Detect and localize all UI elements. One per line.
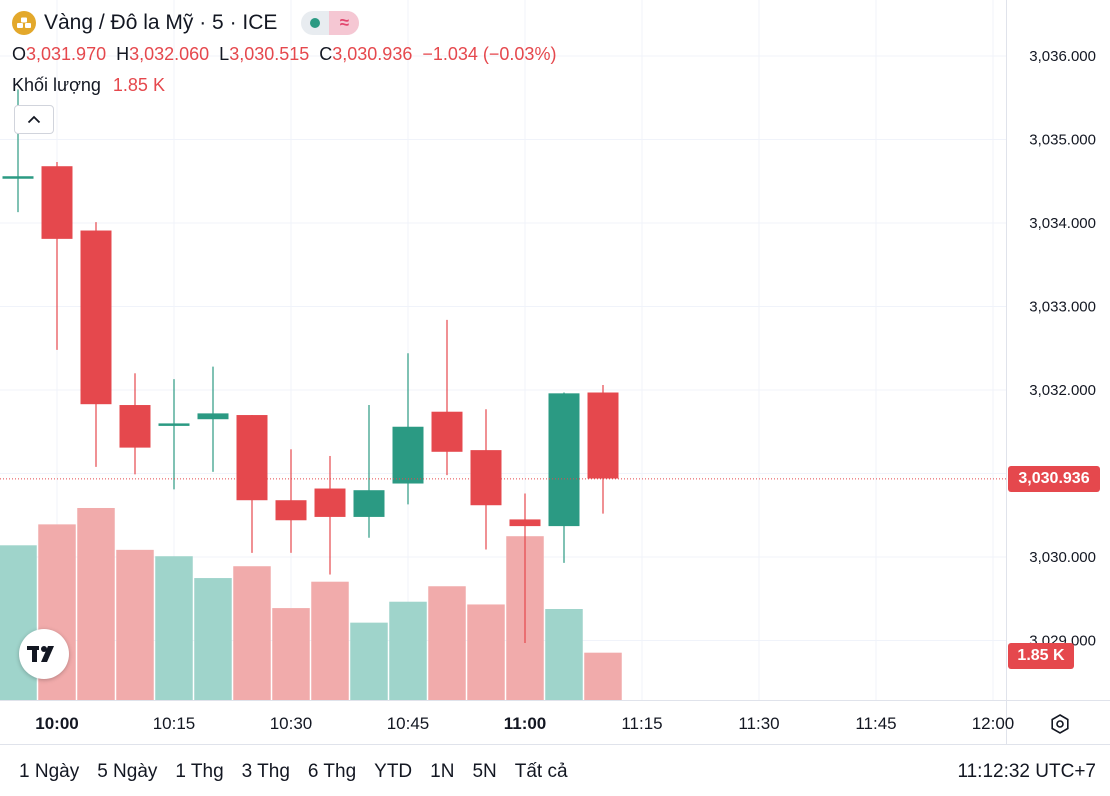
market-open-dot-icon [301,18,329,28]
chevron-up-icon [27,115,41,124]
candle-body [275,500,307,521]
candle-body [509,519,541,527]
range-button[interactable]: YTD [374,761,413,782]
date-range-selector: 1 Ngày 5 Ngày 1 Thg 3 Thg 6 Thg YTD 1N 5N Tất cả [10,761,577,783]
volume-bar [272,608,310,700]
range-button[interactable]: Tất cả [514,761,568,782]
high-label: H [116,43,130,64]
open-label: O [12,43,27,64]
x-tick-label: 10:45 [387,714,430,733]
close-value: 3,030.936 [332,43,413,64]
x-tick-label: 10:15 [153,714,196,733]
market-status-pill[interactable]: ≈ [301,11,360,35]
low-label: L [219,43,230,64]
x-tick-label: 10:30 [270,714,313,733]
range-button[interactable]: 1 Ngày [19,761,80,782]
volume-bar [428,586,466,700]
candle-body [119,405,151,448]
y-tick-label: 3,030.000 [1029,549,1096,566]
y-tick-label: 3,033.000 [1029,299,1096,316]
candle-body [470,450,502,506]
bottom-toolbar: 1 Ngày 5 Ngày 1 Thg 3 Thg 6 Thg YTD 1N 5N Tất cả… [0,744,1110,796]
volume-bar [155,556,193,700]
range-button[interactable]: 1N [430,761,455,782]
candle-body [431,411,463,452]
x-tick-label: 11:00 [504,714,547,733]
range-button[interactable]: 1 Thg [175,761,224,782]
candle-body [392,426,424,484]
candle-body [353,490,385,517]
volume-bar [545,609,583,700]
volume-bar [194,578,232,700]
y-tick-label: 3,035.000 [1029,132,1096,149]
ohlc-values: O3,031.970 H3,032.060 L3,030.515 C3,030.… [12,42,556,66]
candle-body [2,176,34,179]
settings-gear-icon[interactable] [1047,711,1073,737]
volume-legend[interactable]: Khối lượng 1.85 K [12,73,556,97]
candle-body [314,488,346,517]
volume-bar [350,622,388,700]
range-button[interactable]: 3 Thg [241,761,290,782]
collapse-legend-button[interactable] [14,105,54,134]
x-tick-label: 11:30 [738,714,779,733]
chart-legend: Vàng / Đô la Mỹ · 5 · ICE ≈ O3,031.970 H… [12,10,556,97]
candle-body [587,392,619,479]
volume-bar [584,652,622,700]
candle-body [236,415,268,501]
candle-body [80,230,112,405]
gold-bars-icon [12,11,36,35]
last-price-tag: 3,030.936 [1008,465,1100,492]
low-value: 3,030.515 [229,43,310,64]
high-value: 3,032.060 [129,43,210,64]
tradingview-logo-icon[interactable] [19,629,69,679]
symbol-title[interactable]: Vàng / Đô la Mỹ · 5 · ICE [44,11,278,34]
x-tick-label: 11:15 [621,714,662,733]
range-button[interactable]: 6 Thg [307,761,357,782]
y-tick-label: 3,036.000 [1029,48,1096,65]
volume-value: 1.85 K [112,74,165,95]
candle-body [41,166,73,239]
chart-canvas[interactable]: 3,036.000 3,035.000 3,034.000 3,033.000 3,03… [0,0,1110,744]
volume-bar [311,581,349,700]
volume-bar [467,604,505,700]
volume-label: Khối lượng [12,74,101,95]
x-tick-label: 11:45 [855,714,896,733]
volume-bar [77,507,115,700]
change-value: −1.034 (−0.03%) [422,43,557,64]
volume-tag: 1.85 K [1008,643,1074,669]
approx-wave-icon: ≈ [329,11,360,35]
y-tick-label: 3,032.000 [1029,382,1096,399]
open-value: 3,031.970 [26,43,107,64]
candle-body [158,423,190,426]
range-button[interactable]: 5N [472,761,497,782]
x-tick-label: 10:00 [35,714,78,733]
candle-body [197,413,229,420]
range-button[interactable]: 5 Ngày [97,761,158,782]
volume-bar [233,566,271,700]
y-tick-label: 3,034.000 [1029,215,1096,232]
volume-bar [389,601,427,700]
clock-timezone[interactable]: 11:12:32 UTC+7 [957,761,1096,782]
close-label: C [319,43,333,64]
x-tick-label: 12:00 [972,714,1015,733]
volume-bar [116,549,154,700]
volume-bar [0,545,37,700]
candle-body [548,393,580,527]
